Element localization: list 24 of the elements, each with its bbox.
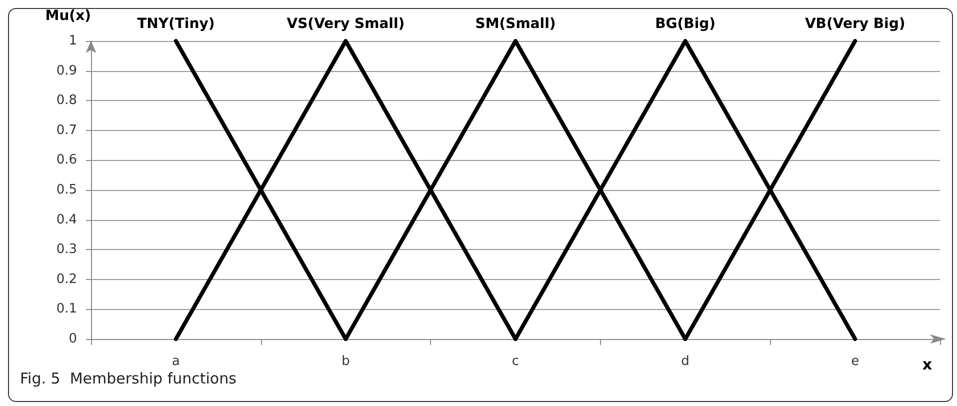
series-label: VS(Very Small)	[286, 16, 405, 32]
y-tick-label: 0.2	[56, 272, 77, 287]
y-tick-label: 0.5	[56, 182, 77, 198]
y-tick-label: 0	[68, 332, 77, 346]
text: Fig. 5 Membership functions	[20, 370, 237, 388]
x-tick-label: a	[172, 354, 180, 369]
y-tick-label: 0.8	[56, 93, 77, 108]
y-tick-label: 0.6	[56, 152, 77, 168]
y-tick-label: 0.3	[56, 242, 77, 258]
series-label: BG(Big)	[655, 16, 716, 32]
x-tick-label: c	[512, 354, 520, 369]
x-tick-label: d	[681, 354, 690, 369]
x-axis-title: x	[922, 356, 932, 374]
x-tick-label: e	[851, 354, 860, 369]
series-label: TNY(Tiny)	[137, 16, 215, 32]
x-tick-label: b	[342, 354, 350, 369]
series-label: SM(Small)	[475, 16, 556, 32]
series-label: VB(Very Big)	[804, 16, 906, 32]
y-tick-label: 0.4	[56, 212, 77, 228]
y-tick-label: 0.1	[56, 302, 77, 317]
y-tick-label: 0.7	[56, 122, 77, 138]
y-axis-title: Mu(x)	[45, 8, 91, 24]
y-tick-label: 1	[68, 34, 77, 48]
y-tick-label: 0.9	[56, 63, 77, 78]
